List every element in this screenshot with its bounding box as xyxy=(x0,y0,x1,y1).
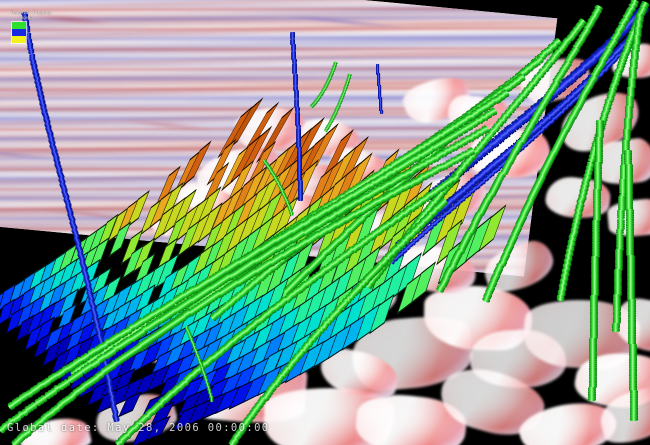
injector-well[interactable] xyxy=(379,111,383,114)
producer-well[interactable] xyxy=(588,398,596,402)
yellow-swatch xyxy=(12,36,26,44)
legend-swatches xyxy=(11,21,27,45)
property-legend[interactable]: Reservoir Property legend xyxy=(11,10,83,45)
injector-well[interactable] xyxy=(112,416,119,422)
legend-subtitle: legend xyxy=(20,15,33,21)
legend-title: Reservoir Property xyxy=(11,10,52,15)
producer-well[interactable] xyxy=(324,128,328,132)
injector-well[interactable] xyxy=(297,199,303,202)
green-swatch xyxy=(12,22,26,30)
producer-well[interactable] xyxy=(612,327,620,332)
blue-swatch xyxy=(12,29,26,37)
